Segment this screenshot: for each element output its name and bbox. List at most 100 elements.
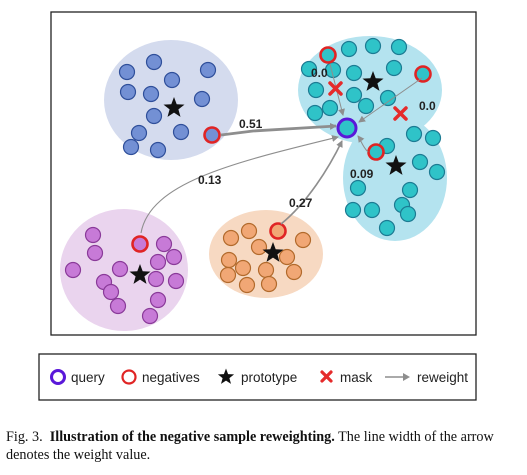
legend-mask-label: mask [340,370,373,385]
weight-label-mask-left: 0.0 [311,66,328,80]
teal-node [307,81,325,99]
purple-node [149,253,167,271]
teal-node [349,179,367,197]
weight-label-mask-right: 0.0 [419,99,436,113]
orange-node [285,263,303,281]
blue-node [163,71,181,89]
negative-node [367,143,385,161]
teal-node [390,38,408,56]
teal-node [321,99,339,117]
prototype-stars [129,71,407,284]
weight-label-bottom-middle: 0.27 [289,196,313,210]
teal-node [378,219,396,237]
teal-node [345,86,363,104]
teal-node [306,104,324,122]
blue-node [199,61,217,79]
blue-node [130,124,148,142]
purple-node [109,297,127,315]
orange-node [219,266,237,284]
caption-text: The line width of the arrow denotes the … [6,429,494,463]
weight-label-top-left: 0.51 [239,117,263,131]
teal-node [344,201,362,219]
cluster-blue [104,40,238,160]
teal-node [428,163,446,181]
negative-node [131,235,149,253]
legend: query negatives prototype mask reweight [50,368,468,385]
teal-node [399,205,417,223]
mask-icon-right [393,106,408,121]
purple-node [102,283,120,301]
orange-node [250,238,268,256]
orange-node [222,229,240,247]
cluster-nodes [64,37,446,325]
figure-frame [50,11,477,336]
purple-node [141,307,159,325]
figure-caption: Fig. 3. Illustration of the negative sam… [6,428,521,464]
prototype-star [385,155,407,175]
weight-label-bottom-left: 0.13 [198,173,222,187]
legend-query-label: query [71,370,105,385]
purple-node [84,226,102,244]
negative-node [269,222,287,240]
legend-reweight-label: reweight [417,370,468,385]
arrow-bottom-middle [280,140,343,225]
orange-node [220,251,238,269]
legend-prototype-icon [217,368,235,384]
prototype-star [362,71,384,91]
teal-node [363,201,381,219]
teal-node [401,181,419,199]
blue-node [172,123,190,141]
teal-node [424,129,442,147]
purple-node [167,272,185,290]
teal-node [411,153,429,171]
orange-node [238,276,256,294]
blue-node [142,85,160,103]
negative-node [319,46,337,64]
weight-label-right-lower: 0.09 [350,167,374,181]
orange-node [260,275,278,293]
purple-node [86,244,104,262]
negative-node [414,65,432,83]
blue-node [193,90,211,108]
caption-label: Fig. 3. [6,429,43,445]
arrow-mask-right [358,77,423,123]
prototype-star [163,97,185,117]
blue-node [122,138,140,156]
teal-node [405,125,423,143]
legend-mask-icon [320,370,333,383]
teal-node [340,40,358,58]
prototype-star [129,264,151,284]
mask-icon-left [328,81,343,96]
blue-node [145,107,163,125]
blue-node [118,63,136,81]
blue-node [149,141,167,159]
orange-node [278,248,296,266]
legend-reweight-icon [385,373,410,381]
legend-query-icon [50,369,66,385]
purple-node [147,270,165,288]
arrow-right-lower [357,135,369,153]
blue-node [145,53,163,71]
negative-node [203,126,221,144]
query-node [336,117,358,139]
teal-node [357,97,375,115]
legend-negatives-label: negatives [142,370,200,385]
teal-node [345,64,363,82]
prototype-star [262,242,284,262]
orange-node [294,231,312,249]
purple-node [149,291,167,309]
purple-node [155,235,173,253]
figure-diagram: 0.51 0.13 0.27 0.09 0.0 0.0 query negati… [38,11,477,401]
arrow-bottom-left [140,135,339,234]
reweight-arrows [140,63,423,234]
legend-negatives-icon [121,369,137,385]
orange-node [257,261,275,279]
teal-node [300,60,318,78]
blue-node [119,83,137,101]
teal-node [364,37,382,55]
arrow-top-left [220,122,337,137]
orange-node [240,222,258,240]
legend-star-shape [217,368,235,384]
teal-node [385,59,403,77]
orange-node [234,259,252,277]
